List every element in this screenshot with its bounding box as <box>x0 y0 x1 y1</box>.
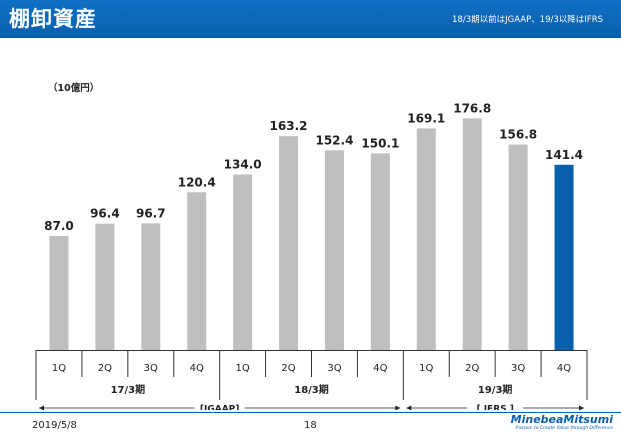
fiscal-year-label: 17/3期 <box>111 383 146 396</box>
x-tick-label: 2Q <box>465 363 479 374</box>
footer-date: 2019/5/8 <box>32 420 77 431</box>
page-number: 18 <box>304 420 317 431</box>
unit-label: （10億円） <box>48 83 100 94</box>
bar <box>324 150 344 350</box>
x-tick-label: 1Q <box>52 363 66 374</box>
arrow-head-left <box>39 405 44 410</box>
data-label: 163.2 <box>270 119 308 133</box>
standard-label-bg <box>467 402 524 410</box>
arrow-head-right <box>395 405 401 410</box>
data-label: 156.8 <box>499 128 537 142</box>
bar <box>416 128 436 350</box>
bar <box>233 174 253 350</box>
data-label: 96.7 <box>136 206 166 220</box>
x-tick-label: 3Q <box>144 363 158 374</box>
accounting-standard-label: [JGAAP] <box>200 405 240 411</box>
data-label: 134.0 <box>224 157 262 171</box>
bar <box>370 153 390 350</box>
bar <box>462 118 482 350</box>
data-label: 169.1 <box>407 111 445 125</box>
bar <box>95 223 115 350</box>
bar <box>49 236 69 350</box>
data-label: 152.4 <box>315 133 353 147</box>
bar <box>508 144 528 350</box>
x-tick-label: 2Q <box>281 363 295 374</box>
data-label: 87.0 <box>44 219 74 233</box>
fiscal-year-label: 19/3期 <box>478 383 513 396</box>
accounting-note: 18/3期以前はJGAAP、19/3以降はIFRS <box>452 15 603 25</box>
bar <box>141 223 161 350</box>
data-label: 120.4 <box>178 175 216 189</box>
data-label: 150.1 <box>361 136 399 150</box>
bar <box>279 136 299 350</box>
arrow-head-left <box>406 405 412 410</box>
logo-tagline: Passion to Create Value through Differen… <box>515 426 613 431</box>
slide-title: 棚卸資産 <box>9 7 97 31</box>
header-bar: 棚卸資産 18/3期以前はJGAAP、19/3以降はIFRS <box>0 0 621 38</box>
x-tick-label: 4Q <box>557 363 571 374</box>
arrow-head-right <box>579 405 584 410</box>
x-tick-label: 4Q <box>190 363 204 374</box>
accounting-standard-label: [ IFRS ] <box>476 405 513 411</box>
x-tick-label: 1Q <box>236 363 250 374</box>
fiscal-year-label: 18/3期 <box>294 383 329 396</box>
x-tick-label: 2Q <box>98 363 112 374</box>
bar <box>554 164 574 350</box>
x-tick-label: 3Q <box>327 363 341 374</box>
x-tick-label: 3Q <box>511 363 525 374</box>
data-label: 176.8 <box>453 101 491 115</box>
logo-wordmark: MinebeaMitsumi <box>510 413 613 426</box>
x-tick-label: 4Q <box>373 363 387 374</box>
x-tick-label: 1Q <box>419 363 433 374</box>
standard-label-bg <box>194 402 245 410</box>
data-label: 96.4 <box>90 207 120 221</box>
data-label: 141.4 <box>545 148 583 162</box>
footer-rule <box>0 412 621 413</box>
company-logo: MinebeaMitsumi Passion to Create Value t… <box>511 414 613 432</box>
bar <box>187 192 207 350</box>
inventory-bar-chart: 87.0 1Q 96.4 2Q 96.7 3Q 120.4 4Q 134.0 1Q 163.2 2Q 1… <box>35 101 588 411</box>
